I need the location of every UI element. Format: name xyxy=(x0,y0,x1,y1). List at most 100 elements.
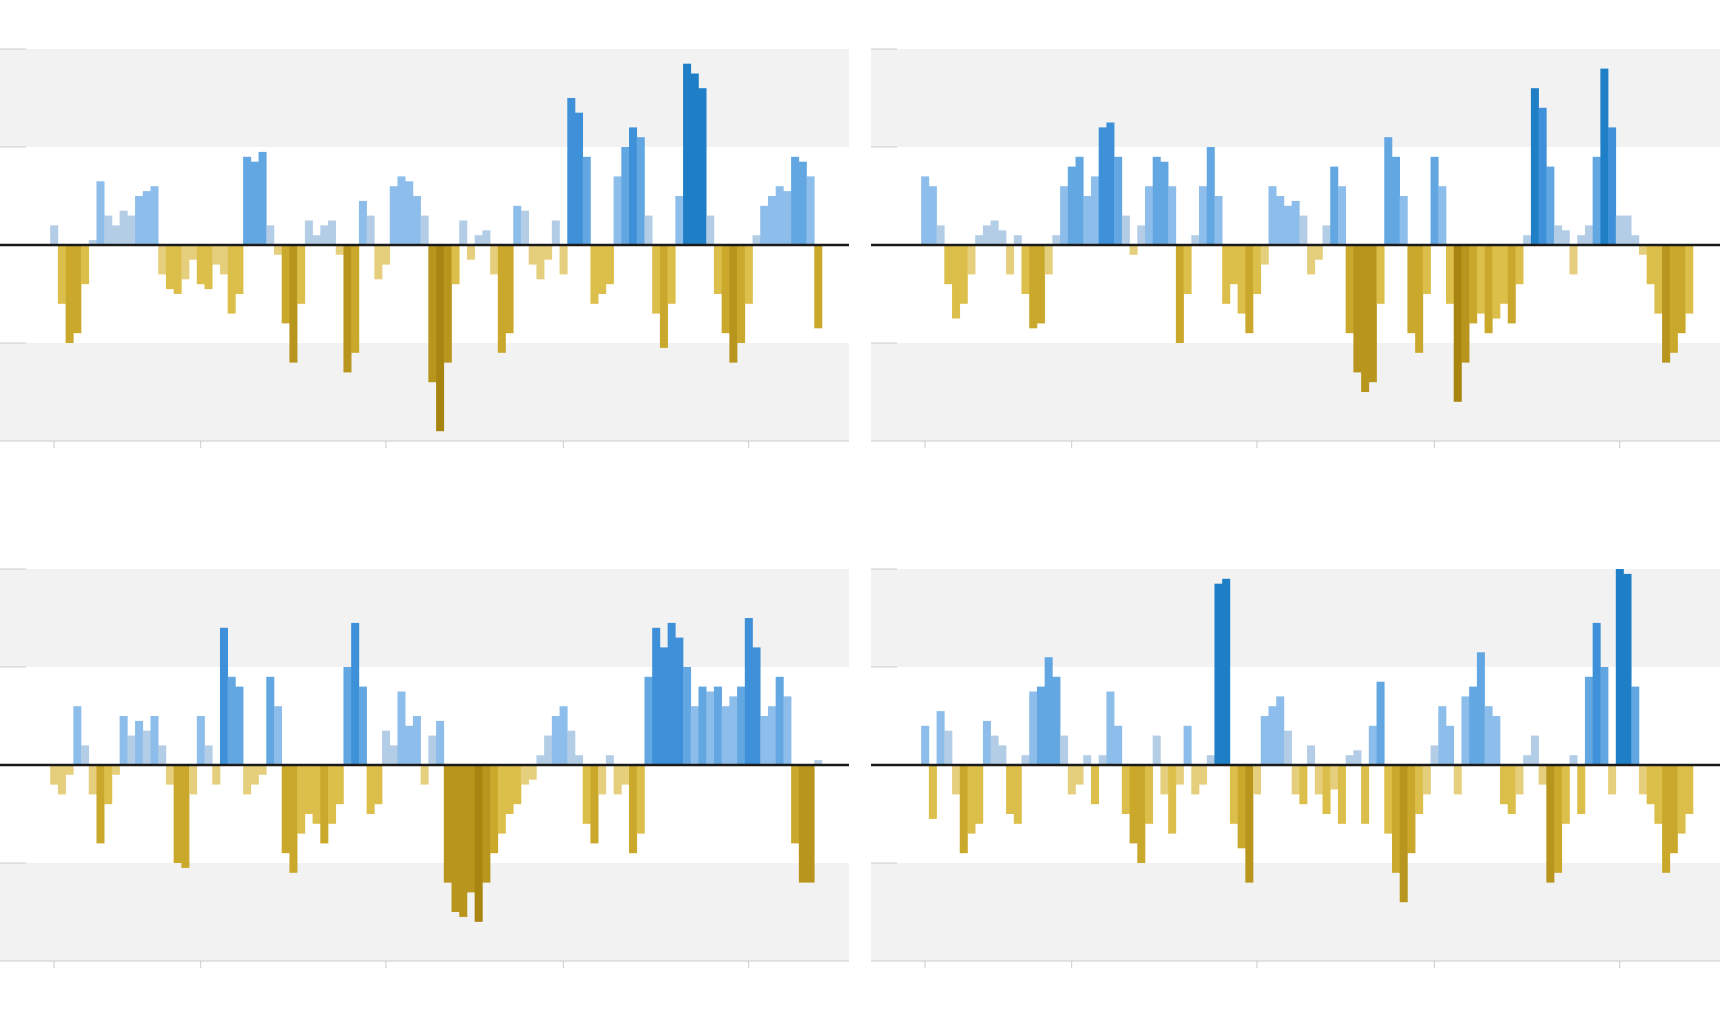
bar xyxy=(1253,245,1262,294)
bar xyxy=(1476,245,1485,314)
bar xyxy=(752,647,761,765)
band xyxy=(0,343,849,441)
bar xyxy=(652,245,661,314)
bar xyxy=(1453,245,1462,402)
bar xyxy=(744,245,753,304)
bar xyxy=(1036,245,1045,324)
bar xyxy=(258,151,267,245)
bar xyxy=(482,765,491,883)
bar xyxy=(374,765,383,805)
bar xyxy=(752,235,761,245)
bar xyxy=(150,716,159,765)
bar xyxy=(382,245,391,265)
bar xyxy=(135,720,144,765)
bar xyxy=(196,245,205,285)
bar xyxy=(1399,765,1408,903)
bar xyxy=(1013,235,1022,245)
bar xyxy=(1469,245,1478,324)
panel xyxy=(871,568,1720,968)
bar xyxy=(1492,716,1501,765)
bar xyxy=(760,205,769,245)
bar xyxy=(1592,622,1601,765)
bar xyxy=(1600,68,1609,245)
bar xyxy=(135,196,144,245)
bar xyxy=(289,765,298,873)
bar xyxy=(1461,245,1470,363)
bar xyxy=(1137,765,1146,863)
bar xyxy=(1438,706,1447,765)
bar xyxy=(88,240,97,245)
bar xyxy=(1530,735,1539,765)
bar xyxy=(451,245,460,285)
bar xyxy=(1407,245,1416,334)
bar xyxy=(975,235,984,245)
bar xyxy=(629,127,638,245)
bar xyxy=(1214,583,1223,765)
bar xyxy=(451,765,460,912)
bar xyxy=(1121,215,1130,245)
bar xyxy=(605,755,614,765)
bar xyxy=(1114,725,1123,765)
bar xyxy=(1044,245,1053,275)
band xyxy=(871,863,1720,961)
bar xyxy=(351,245,360,353)
bar xyxy=(998,745,1007,765)
bar xyxy=(366,215,375,245)
bar xyxy=(1662,245,1671,363)
bar xyxy=(374,245,383,280)
bar xyxy=(351,622,360,765)
bar xyxy=(65,765,74,775)
bar xyxy=(575,112,584,245)
bar xyxy=(312,765,321,824)
bar xyxy=(219,245,228,275)
bar xyxy=(520,210,529,245)
bar xyxy=(119,716,128,765)
bar xyxy=(466,765,475,893)
bar xyxy=(335,245,344,255)
bar xyxy=(1669,245,1678,353)
bar xyxy=(1152,735,1161,765)
bar xyxy=(1191,235,1200,245)
bar xyxy=(281,245,290,324)
bar xyxy=(81,745,90,765)
bar xyxy=(196,716,205,765)
bar xyxy=(959,765,968,854)
bar xyxy=(1144,765,1154,824)
bar xyxy=(1075,765,1084,785)
bar xyxy=(559,706,568,765)
bar xyxy=(181,245,190,280)
bar xyxy=(235,686,244,765)
bar xyxy=(1067,765,1076,795)
bar xyxy=(1330,765,1339,790)
bar xyxy=(690,706,699,765)
bar xyxy=(389,186,398,245)
bar xyxy=(967,245,976,275)
bar xyxy=(127,215,136,245)
bar xyxy=(1608,127,1617,245)
bar xyxy=(952,765,961,795)
bar xyxy=(1523,755,1532,765)
bar xyxy=(791,156,800,245)
bar xyxy=(1314,765,1323,795)
bar xyxy=(1260,716,1269,765)
bar xyxy=(1129,765,1138,844)
bar xyxy=(1368,725,1377,765)
bar xyxy=(181,765,190,868)
bar xyxy=(1484,706,1493,765)
bar xyxy=(289,245,298,363)
bar xyxy=(613,765,622,795)
bar xyxy=(1090,765,1099,805)
bar xyxy=(73,245,82,334)
bar xyxy=(921,725,930,765)
bar xyxy=(212,765,221,785)
bar xyxy=(975,765,984,824)
bar xyxy=(775,186,784,245)
bar xyxy=(1662,765,1671,873)
bar xyxy=(420,215,429,245)
bar xyxy=(944,245,953,285)
bar xyxy=(1160,765,1169,795)
bar xyxy=(320,225,329,245)
bar xyxy=(1183,245,1192,294)
bar xyxy=(936,225,945,245)
bar xyxy=(1677,245,1686,334)
